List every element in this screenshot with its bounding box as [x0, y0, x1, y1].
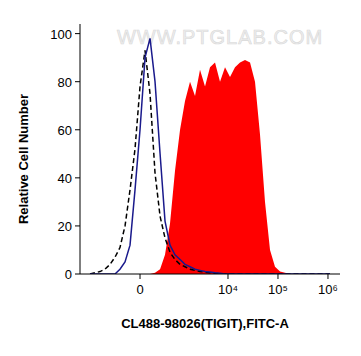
x-axis-label: CL488-98026(TIGIT),FITC-A [121, 316, 289, 331]
y-tick [75, 33, 80, 34]
y-axis-line [80, 24, 81, 274]
x-tick [227, 274, 228, 279]
y-tick-label: 40 [58, 171, 72, 186]
y-axis-label: Relative Cell Number [16, 94, 31, 224]
y-tick [75, 177, 80, 178]
area-series [90, 60, 330, 274]
x-tick [277, 274, 278, 279]
x-tick-label: 10⁴ [218, 282, 238, 297]
chart: WWW.PTGLAB.COM020406080100010⁴10⁵10⁶CL48… [0, 0, 361, 356]
line-series [90, 50, 330, 274]
plot-area [90, 38, 330, 274]
x-tick-label: 10⁶ [318, 282, 338, 297]
y-tick [75, 274, 80, 275]
background [0, 0, 361, 356]
y-tick-label: 80 [58, 75, 72, 90]
x-tick-label: 10⁵ [268, 282, 288, 297]
x-tick [327, 274, 328, 279]
line-series [90, 38, 330, 274]
y-tick-label: 20 [58, 219, 72, 234]
x-tick [140, 274, 141, 279]
y-tick [75, 81, 80, 82]
x-tick-label: 0 [136, 282, 143, 297]
y-tick-label: 0 [65, 267, 72, 282]
y-tick [75, 129, 80, 130]
y-tick-label: 60 [58, 123, 72, 138]
y-tick-label: 100 [50, 27, 72, 42]
x-axis-line [80, 274, 340, 275]
y-tick [75, 225, 80, 226]
